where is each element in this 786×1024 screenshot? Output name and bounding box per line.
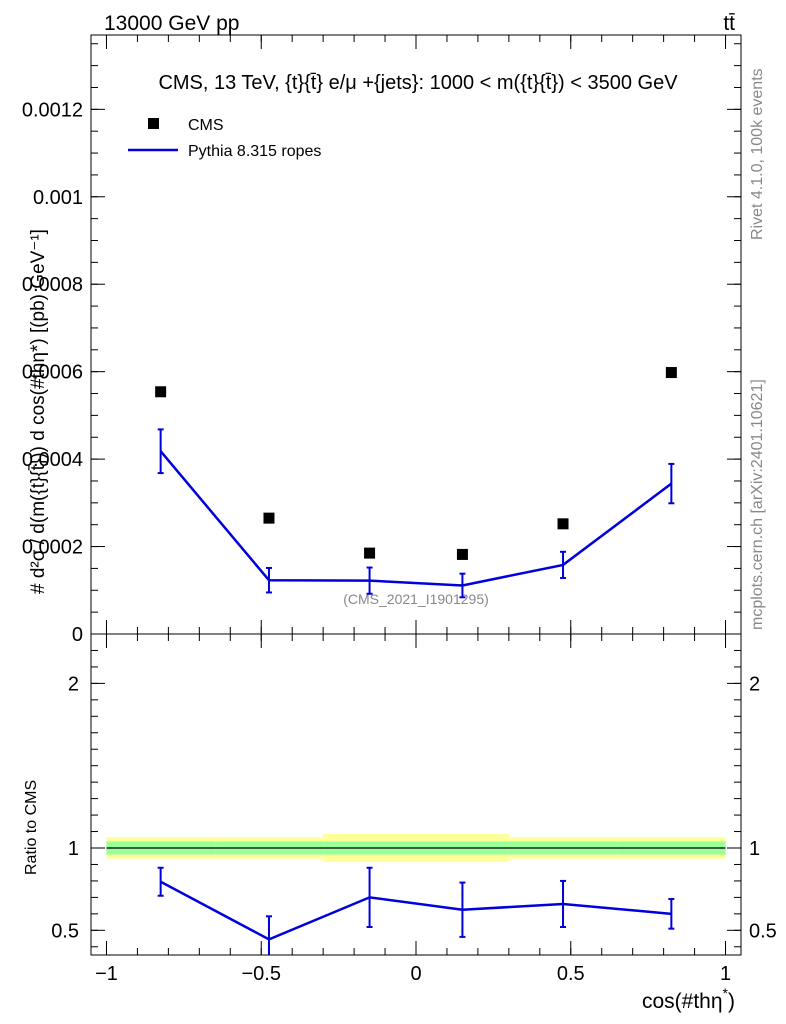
y-tick-label-ratio-left: 2 (68, 673, 79, 695)
y-tick-label-main: 0.0006 (22, 362, 83, 384)
y-tick-label-ratio-right: 2 (749, 673, 760, 695)
y-tick-label-main: 0.0008 (22, 274, 83, 296)
ratio-frame (90, 633, 742, 956)
header-process: 13000 GeV pp (104, 12, 239, 35)
y-tick-label-ratio-right: 1 (749, 838, 760, 860)
y-tick-label-ratio-left: 1 (68, 838, 79, 860)
cms-data-point (364, 547, 376, 559)
pythia-line (159, 450, 673, 587)
cms-data-point (155, 386, 167, 398)
y-tick-label-main: 0 (72, 624, 83, 646)
x-tick-label: 1 (720, 963, 731, 985)
y-tick-label-main: 0.0012 (22, 99, 83, 121)
cms-data-point (456, 548, 468, 560)
chart-title: CMS, 13 TeV, {t}{t̄} e/μ +{jets}: 1000 <… (158, 72, 678, 94)
y-tick-label-main: 0.001 (33, 187, 83, 209)
x-tick-label: −1 (95, 963, 118, 985)
x-tick-label: 0 (410, 963, 421, 985)
x-tick-label: −0.5 (241, 963, 280, 985)
ratio-panel: 0.5 0.5 1 1 2 2 −1 −0.5 0 0.5 1 Ratio to CMS (23, 633, 777, 985)
rivet-version-label: Rivet 4.1.0, 100k events (749, 68, 766, 240)
cms-data-point (263, 512, 275, 524)
ratio-line (160, 880, 672, 941)
header-final-state: tt̄ (723, 12, 735, 35)
x-tick-label: 0.5 (557, 963, 585, 985)
y-tick-label-main: 0.0004 (22, 449, 83, 471)
y-axis-label-ratio: Ratio to CMS (23, 780, 40, 875)
main-panel: 0 0.0002 0.0004 0.0006 0.0008 0.001 0.0012 CMS… (22, 34, 742, 646)
y-axis-label-main: # d²σ / d(m({t}{t̄})) d cos(#thη*) [(pb)… (28, 229, 49, 594)
legend-label-pythia: Pythia 8.315 ropes (188, 143, 321, 160)
y-tick-label-ratio-right: 0.5 (749, 920, 777, 942)
legend-marker-cms (148, 118, 159, 129)
y-tick-label-ratio-left: 0.5 (51, 920, 79, 942)
cms-data-point (557, 518, 569, 530)
x-axis-label: cos(#thη*) (642, 985, 735, 1013)
y-tick-label-main: 0.0002 (22, 537, 83, 559)
legend-label-cms: CMS (188, 117, 224, 134)
analysis-watermark: (CMS_2021_I1901295) (343, 591, 489, 607)
mcplots-reference-label: mcplots.cern.ch [arXiv:2401.10621] (749, 379, 766, 630)
cms-data-point (665, 367, 677, 379)
